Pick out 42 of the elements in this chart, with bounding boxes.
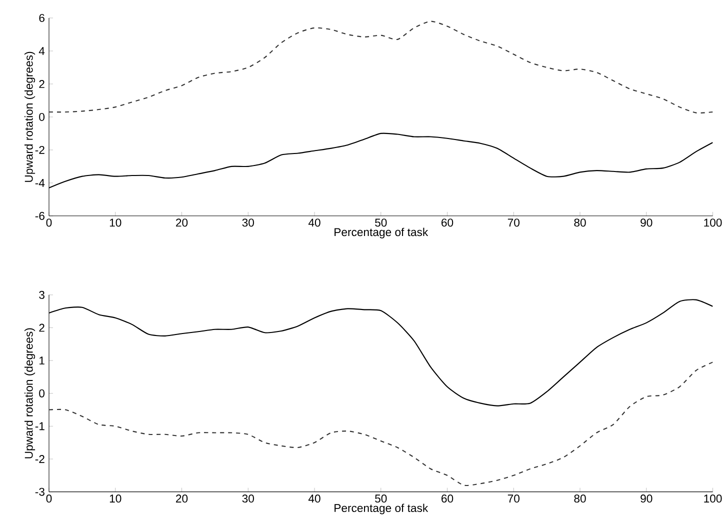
y-tick-label: 6 xyxy=(39,14,44,22)
y-tick-label: 1 xyxy=(40,356,44,365)
y-tick-label: -2 xyxy=(35,455,44,464)
y-axis-title: Upward rotation (degrees) xyxy=(24,52,36,182)
line-series xyxy=(48,20,713,114)
x-tick-label: 90 xyxy=(640,218,652,227)
x-tick-label: 70 xyxy=(508,218,520,227)
x-axis-title: Percentage of task xyxy=(334,504,428,514)
x-tick-label: 40 xyxy=(308,494,320,503)
x-tick-label: 10 xyxy=(110,218,122,227)
y-tick-label: -3 xyxy=(35,488,44,496)
x-tick-label: 30 xyxy=(242,494,254,503)
x-tick-label: 100 xyxy=(704,494,722,503)
y-tick-label: 2 xyxy=(39,80,44,88)
y-tick-label: 0 xyxy=(39,389,45,398)
x-tick-label: 70 xyxy=(508,494,520,503)
y-tick-label: -2 xyxy=(35,146,44,154)
y-tick-label: -6 xyxy=(35,212,44,220)
x-tick-label: 100 xyxy=(704,218,722,227)
x-tick-label: 20 xyxy=(176,494,188,503)
y-axis-title: Upward rotation (degrees) xyxy=(24,328,36,458)
x-tick-label: 90 xyxy=(640,494,652,503)
x-tick-label: 50 xyxy=(375,494,387,503)
y-tick-label: 2 xyxy=(39,324,44,332)
y-tick-label: -1 xyxy=(35,422,44,430)
x-tick-label: 0 xyxy=(46,218,52,227)
x-axis-title: Percentage of task xyxy=(334,228,428,238)
x-tick-label: 60 xyxy=(442,218,454,227)
x-tick-label: 80 xyxy=(574,218,586,227)
x-tick-label: 0 xyxy=(46,494,52,503)
line-series xyxy=(48,362,713,486)
x-tick-label: 80 xyxy=(574,494,586,503)
y-tick-label: -4 xyxy=(35,179,45,187)
x-tick-label: 50 xyxy=(375,218,387,227)
x-tick-label: 30 xyxy=(242,218,254,227)
x-tick-label: 40 xyxy=(308,218,320,227)
y-tick-label: 0 xyxy=(39,113,45,122)
y-tick-label: 3 xyxy=(39,290,44,299)
x-tick-label: 10 xyxy=(110,494,122,503)
y-tick-label: 4 xyxy=(38,47,45,55)
x-tick-label: 20 xyxy=(176,218,188,227)
x-tick-label: 60 xyxy=(442,494,454,503)
